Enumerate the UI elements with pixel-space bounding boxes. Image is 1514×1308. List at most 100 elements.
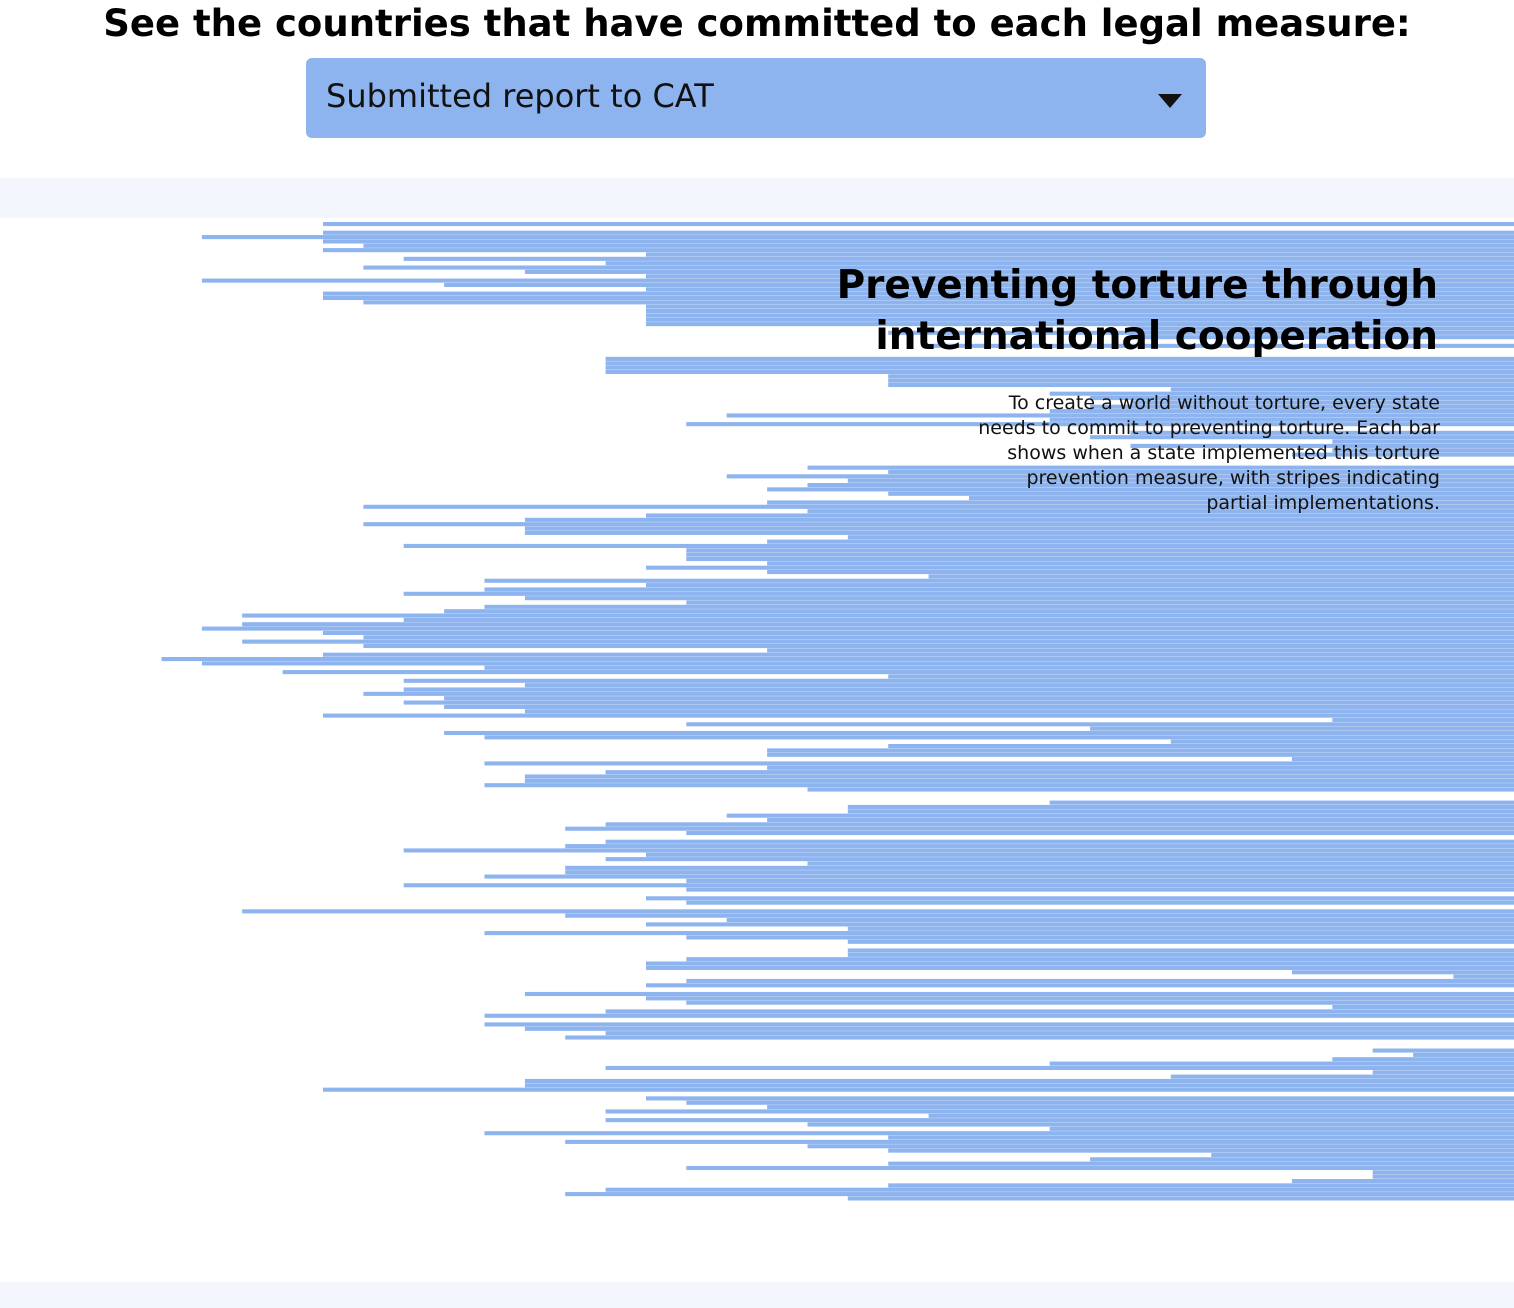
state-bar[interactable] [847,478,1514,483]
state-bar[interactable] [888,1135,1514,1140]
state-bar[interactable] [605,365,1514,370]
state-bar[interactable] [1291,452,1514,457]
state-bar[interactable] [565,1139,1514,1144]
state-bar[interactable] [767,539,1514,544]
state-bar[interactable] [403,591,1514,596]
state-bar[interactable] [686,978,1514,983]
state-bar[interactable] [726,813,1514,818]
state-bar[interactable] [847,1196,1514,1201]
state-bar[interactable] [565,870,1514,875]
state-bar[interactable] [646,274,1514,279]
state-bar[interactable] [646,922,1514,927]
state-bar[interactable] [484,874,1514,879]
state-bar[interactable] [363,243,1514,248]
state-bar[interactable] [807,483,1514,488]
state-bar[interactable] [403,543,1514,548]
state-bar[interactable] [686,600,1514,605]
state-bar[interactable] [767,561,1514,566]
state-bar[interactable] [686,831,1514,836]
state-bar[interactable] [767,765,1514,770]
state-bar[interactable] [201,626,1514,631]
state-bar[interactable] [1170,387,1514,392]
state-bar[interactable] [1049,1061,1514,1066]
state-bar[interactable] [646,513,1514,518]
state-bar[interactable] [605,356,1514,361]
state-bar[interactable] [1332,439,1514,444]
state-bar[interactable] [605,770,1514,775]
state-bar[interactable] [646,322,1514,327]
state-bar[interactable] [484,1013,1514,1018]
state-bar[interactable] [1453,974,1514,979]
state-bar[interactable] [646,1096,1514,1101]
state-bar[interactable] [888,469,1514,475]
state-bar[interactable] [646,996,1514,1001]
state-bar[interactable] [524,530,1514,535]
state-bar[interactable] [524,683,1514,688]
state-bar[interactable] [767,817,1514,823]
state-bar[interactable] [323,239,1514,244]
state-bar[interactable] [1090,1157,1514,1162]
state-bar[interactable] [646,961,1514,966]
state-bar[interactable] [1130,443,1514,448]
state-bar[interactable] [1170,739,1514,744]
state-bar[interactable] [605,369,1514,374]
state-bar[interactable] [484,665,1514,670]
state-bar[interactable] [484,783,1514,788]
state-bar[interactable] [201,278,1514,283]
state-bar[interactable] [767,752,1514,757]
state-bar[interactable] [847,939,1514,944]
state-bar[interactable] [686,887,1514,892]
state-bar[interactable] [1332,1057,1514,1062]
state-bar[interactable] [1049,391,1514,396]
state-bar[interactable] [646,252,1514,257]
state-bar[interactable] [403,700,1514,705]
state-bar[interactable] [847,809,1514,814]
state-bar[interactable] [1090,396,1514,401]
state-bar[interactable] [444,704,1514,709]
state-bar[interactable] [1211,1152,1514,1157]
state-bar[interactable] [363,635,1514,640]
state-bar[interactable] [1332,1005,1514,1010]
state-bar[interactable] [323,295,1514,301]
state-bar[interactable] [1332,717,1514,722]
state-bar[interactable] [524,709,1514,714]
state-bar[interactable] [686,548,1514,553]
state-bar[interactable] [767,487,1514,492]
state-bar[interactable] [767,1105,1514,1110]
state-bar[interactable] [767,748,1514,753]
state-bar[interactable] [928,343,1514,348]
state-bar[interactable] [888,1161,1514,1166]
state-bar[interactable] [605,361,1514,366]
state-bar[interactable] [323,630,1514,635]
state-bar[interactable] [807,787,1514,792]
state-bar[interactable] [201,661,1514,666]
state-bar[interactable] [646,309,1514,314]
state-bar[interactable] [767,648,1514,653]
state-bar[interactable] [888,744,1514,749]
state-bar[interactable] [686,1100,1514,1105]
state-bar[interactable] [888,491,1514,496]
state-bar[interactable] [605,1065,1514,1070]
state-bar[interactable] [1049,1126,1514,1131]
state-bar[interactable] [1130,326,1514,331]
state-bar[interactable] [524,991,1514,997]
state-bar[interactable] [767,500,1514,505]
state-bar[interactable] [1049,409,1514,414]
state-bar[interactable] [646,583,1514,588]
state-bar[interactable] [1090,404,1514,409]
state-bar[interactable] [888,382,1514,388]
state-bar[interactable] [1372,1048,1514,1053]
state-bar[interactable] [1130,430,1514,435]
state-bar[interactable] [282,670,1514,675]
state-bar[interactable] [807,465,1514,470]
state-bar[interactable] [403,883,1514,888]
state-bar[interactable] [565,826,1514,831]
state-bar[interactable] [524,778,1514,783]
state-bar[interactable] [605,857,1514,862]
state-bar[interactable] [1372,1174,1514,1179]
state-bar[interactable] [605,1118,1514,1123]
state-bar[interactable] [928,1113,1514,1118]
state-bar[interactable] [1291,970,1514,975]
state-bar[interactable] [767,570,1514,575]
state-bar[interactable] [605,261,1514,266]
